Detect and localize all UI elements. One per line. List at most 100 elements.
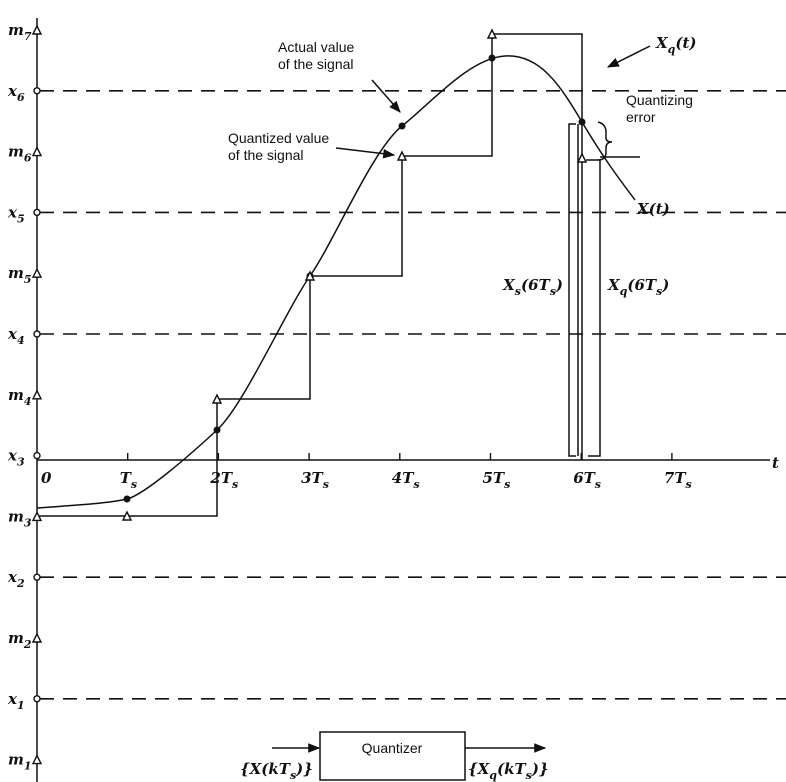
level-label-part: 6	[17, 91, 25, 104]
level-label-part: m	[8, 143, 24, 161]
level-marker	[33, 26, 41, 34]
level-marker	[33, 269, 41, 277]
time-tick-label-part: 2T	[209, 469, 233, 487]
level-label: m5	[8, 264, 32, 286]
time-tick-label-part: s	[131, 478, 137, 491]
time-axis-label: t	[772, 454, 779, 472]
annotation-part: (t)	[675, 34, 696, 52]
time-tick-label-part: s	[686, 478, 692, 491]
time-tick-label-part: 4T	[392, 469, 415, 487]
level-marker	[34, 209, 40, 215]
time-tick-label-part: 7T	[664, 469, 687, 487]
time-tick-label-part: 3T	[301, 469, 324, 487]
time-tick-label-part: s	[504, 478, 510, 491]
level-label-part: 5	[24, 273, 32, 286]
level-label-part: 4	[17, 334, 25, 347]
time-tick-label-part: s	[413, 478, 419, 491]
arrow	[372, 80, 400, 112]
annotation: Xq(6Ts)	[607, 276, 669, 298]
level-marker	[33, 756, 41, 764]
level-label-part: 2	[23, 638, 32, 651]
level-label: x2	[7, 568, 25, 590]
block-input: {X(kTs)}	[240, 760, 313, 782]
annotation: X(t)	[636, 200, 670, 218]
time-tick-label-part: s	[323, 478, 329, 491]
level-label-part: 3	[17, 456, 25, 469]
annotation-part: (6T	[627, 276, 658, 294]
level-label: m1	[8, 751, 32, 773]
sample-dot	[214, 427, 221, 434]
time-tick-label: 7Ts	[664, 469, 692, 491]
level-label-part: m	[8, 507, 24, 525]
level-label-part: 4	[24, 395, 32, 408]
level-label: m6	[8, 143, 32, 165]
level-label-part: 6	[24, 152, 32, 165]
level-label: m7	[8, 21, 32, 43]
level-marker	[33, 148, 41, 156]
level-marker	[33, 391, 41, 399]
level-marker	[34, 574, 40, 580]
level-label: m3	[8, 507, 32, 529]
level-label: m2	[8, 629, 32, 651]
time-tick-label: 5Ts	[483, 469, 511, 491]
level-marker	[34, 696, 40, 702]
level-label-part: m	[8, 629, 24, 647]
level-label-part: 7	[24, 30, 32, 43]
time-tick-label: 0	[41, 469, 52, 487]
time-tick-label: 4Ts	[392, 469, 420, 491]
quantized-bracket	[586, 160, 600, 456]
block-input-part: {X(kT	[240, 760, 292, 778]
block-output-part: (kT	[497, 760, 527, 778]
block-output: {Xq(kTs)}	[468, 760, 549, 782]
level-label-part: m	[8, 751, 24, 769]
annotation: Quantized value	[228, 130, 329, 146]
sample-dot	[579, 119, 586, 126]
annotation-part: X(t)	[636, 200, 670, 218]
diagram: m7x6m6x5m5x4m4x3m3x2m2x1m10Ts2Ts3Ts4Ts5T…	[0, 0, 786, 782]
sample-dot	[124, 496, 131, 503]
level-label-part: 5	[17, 212, 25, 225]
level-label-part: 1	[24, 760, 32, 773]
level-label: x1	[7, 690, 25, 712]
time-tick-label-part: s	[232, 478, 238, 491]
level-marker	[33, 634, 41, 642]
level-label: m4	[8, 386, 32, 408]
level-marker	[34, 88, 40, 94]
level-label-part: 1	[17, 699, 25, 712]
level-label-part: m	[8, 21, 24, 39]
error-brace	[598, 122, 612, 160]
annotation: Quantizing	[626, 92, 693, 108]
annotation-part: )	[555, 276, 563, 294]
sample-dot	[489, 55, 496, 62]
time-tick-label: Ts	[120, 469, 137, 491]
quantized-marker	[578, 154, 586, 162]
level-label: x4	[7, 325, 25, 347]
time-tick-label: 3Ts	[301, 469, 329, 491]
time-tick-label-part: s	[595, 478, 601, 491]
block-output-part: )}	[531, 760, 549, 778]
level-label: x5	[7, 203, 25, 225]
level-marker	[34, 331, 40, 337]
block-label: Quantizer	[362, 740, 423, 756]
level-label: x6	[7, 82, 25, 104]
annotation-part: (6T	[521, 276, 552, 294]
time-tick-label-part: 6T	[573, 469, 596, 487]
arrow	[336, 148, 394, 155]
annotation: of the signal	[228, 147, 304, 163]
time-tick-label: 2Ts	[209, 469, 238, 491]
level-marker	[34, 453, 40, 459]
block-output-part: {X	[468, 760, 491, 778]
annotation: of the signal	[278, 56, 354, 72]
level-label-part: m	[8, 386, 24, 404]
time-tick-label-part: 5T	[483, 469, 506, 487]
arrow	[608, 46, 650, 67]
sample-dot	[399, 123, 406, 130]
sample-bracket	[569, 124, 578, 456]
time-tick-label-part: 0	[41, 469, 52, 487]
annotation: Xs(6Ts)	[502, 276, 563, 298]
time-tick-label: 6Ts	[573, 469, 601, 491]
figure	[37, 18, 770, 782]
level-label-part: 2	[16, 577, 25, 590]
annotation: error	[626, 109, 656, 125]
level-label: x3	[7, 447, 25, 469]
